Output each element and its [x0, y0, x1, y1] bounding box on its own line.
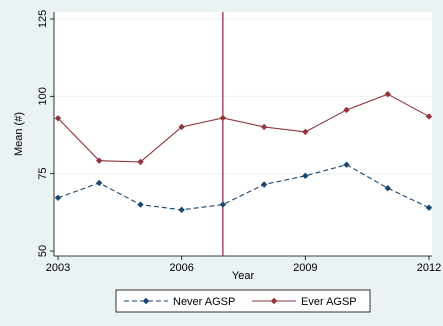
x-tick-label: 2009 [293, 262, 317, 274]
data-point-never-agsp [384, 185, 391, 192]
series-line-ever-agsp [57, 93, 430, 163]
x-tick-label: 2003 [46, 262, 70, 274]
y-tick-label: 50 [37, 245, 49, 257]
y-axis-label: Mean (#) [13, 112, 25, 156]
legend-items: Never AGSP Ever AGSP [124, 296, 357, 308]
data-point-ever-agsp [260, 123, 268, 131]
data-point-never-agsp [343, 161, 350, 168]
data-point-never-agsp [219, 201, 227, 208]
series-layer [54, 90, 433, 214]
data-point-ever-agsp [219, 114, 227, 122]
data-point-never-agsp [178, 206, 185, 214]
data-point-never-agsp [137, 201, 144, 208]
legend: Never AGSP Ever AGSP [115, 289, 371, 313]
data-point-ever-agsp [178, 123, 185, 131]
data-point-ever-agsp [384, 90, 391, 98]
data-point-ever-agsp [137, 158, 144, 166]
data-point-never-agsp [260, 181, 268, 188]
series-line-never-agsp [57, 164, 430, 211]
plot-area [54, 12, 432, 256]
y-tick-label: 125 [37, 10, 49, 28]
data-point-never-agsp [54, 194, 62, 201]
data-point-ever-agsp [96, 157, 103, 164]
data-point-ever-agsp [425, 113, 433, 120]
legend-box [115, 289, 371, 313]
x-tick-label: 2012 [417, 262, 441, 274]
legend-label-never-agsp: Never AGSP [173, 296, 235, 308]
x-axis-label: Year [232, 270, 255, 282]
data-point-ever-agsp [343, 106, 350, 114]
legend-label-ever-agsp: Ever AGSP [301, 296, 357, 308]
legend-marker-ever-agsp [270, 297, 278, 305]
legend-marker-never-agsp [142, 297, 150, 305]
y-tick-label: 100 [37, 87, 49, 105]
data-point-ever-agsp [302, 128, 309, 136]
grid-layer [54, 18, 432, 175]
data-point-never-agsp [302, 172, 309, 180]
x-tick-label: 2006 [169, 262, 193, 274]
data-point-never-agsp [425, 204, 433, 211]
data-point-never-agsp [96, 179, 103, 187]
y-tick-label: 75 [37, 168, 49, 180]
axes-layer: 50 75 100 125 2003 2006 2009 2012 [37, 10, 441, 274]
data-point-ever-agsp [54, 115, 62, 122]
